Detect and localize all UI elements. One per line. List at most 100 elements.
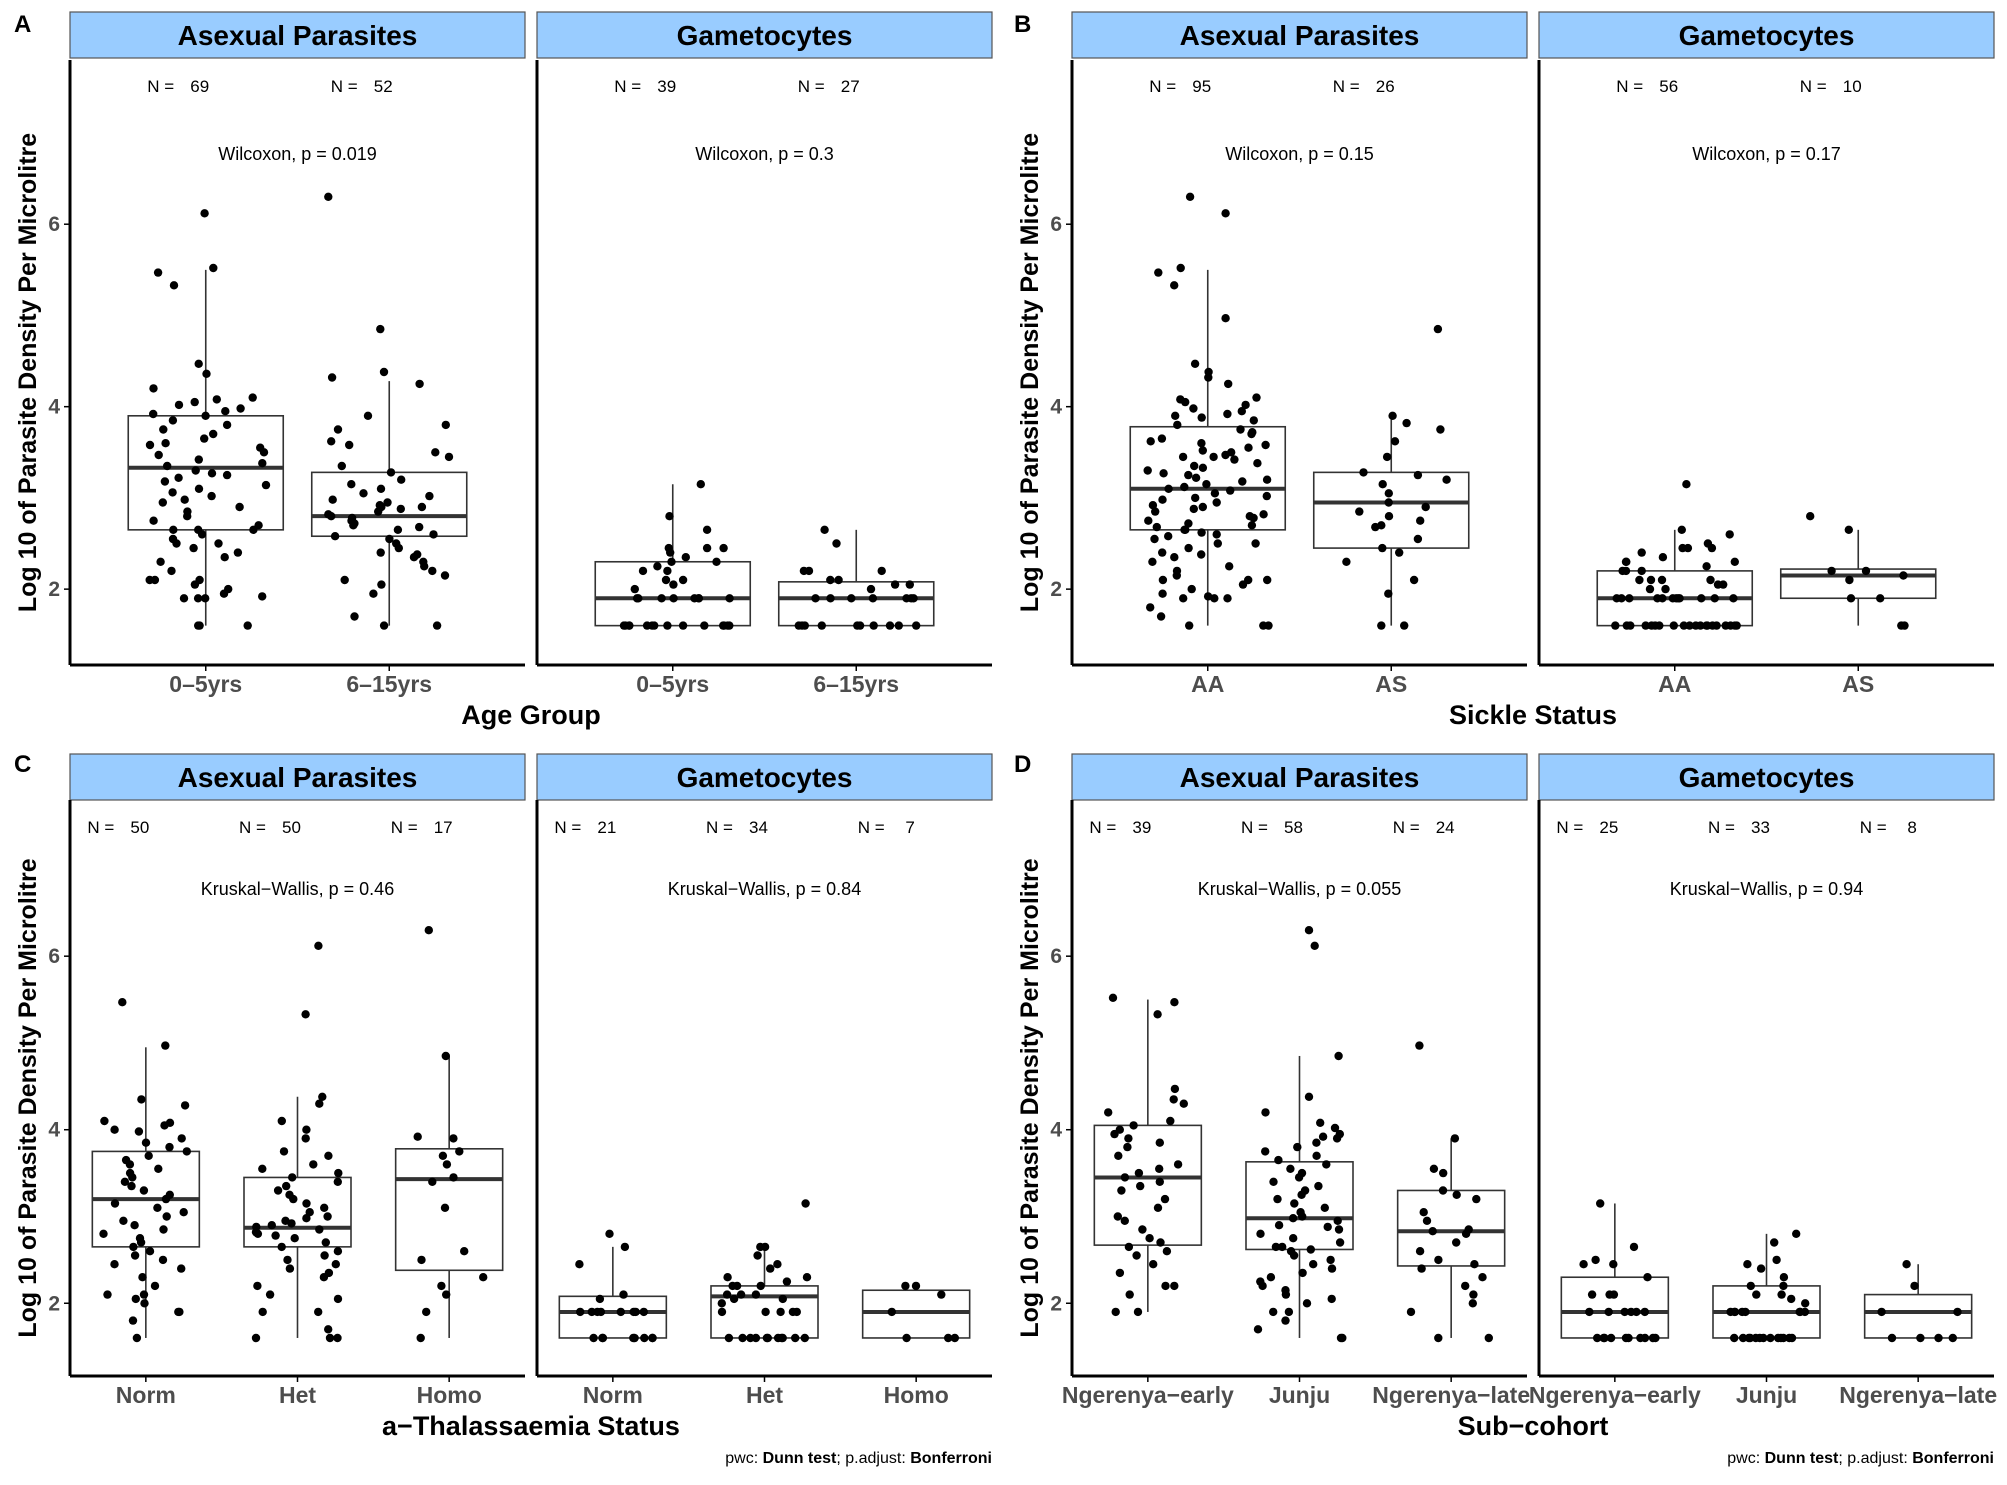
data-point — [575, 1260, 584, 1269]
data-point — [1180, 482, 1189, 492]
n-count: 39 — [1132, 818, 1151, 837]
data-point — [1609, 1290, 1619, 1299]
data-point — [1209, 452, 1218, 462]
data-point — [1181, 397, 1190, 407]
data-point — [1289, 1234, 1298, 1243]
data-point — [383, 498, 392, 507]
data-point — [438, 1151, 448, 1161]
data-point — [1204, 373, 1213, 382]
data-point — [1253, 1325, 1263, 1334]
data-point — [1293, 1142, 1302, 1152]
data-point — [1224, 379, 1233, 389]
group-0: N = 25 Ngerenya−early — [1529, 818, 1701, 1408]
data-point — [712, 557, 721, 566]
data-point — [657, 594, 666, 603]
data-point — [1221, 450, 1230, 460]
data-point — [1304, 926, 1314, 935]
data-point — [174, 473, 183, 482]
data-point — [182, 1147, 191, 1156]
data-point — [820, 525, 829, 534]
data-point — [1620, 1307, 1629, 1317]
x-tick-label: Homo — [417, 1382, 482, 1408]
data-point — [1158, 575, 1168, 585]
data-point — [302, 1199, 311, 1208]
data-point — [1259, 621, 1268, 630]
data-point — [639, 1307, 648, 1317]
data-point — [1402, 418, 1411, 428]
n-prefix: N = — [858, 818, 885, 837]
test-label: Wilcoxon, p = 0.3 — [695, 144, 834, 164]
data-point — [156, 557, 165, 566]
data-point — [1288, 1214, 1298, 1223]
data-point — [1314, 1181, 1323, 1191]
data-point — [449, 1134, 458, 1143]
data-point — [1787, 1333, 1797, 1343]
data-point — [1779, 1273, 1789, 1282]
data-point — [1322, 1160, 1331, 1169]
data-point — [1450, 1134, 1460, 1143]
data-point — [1213, 539, 1223, 548]
data-point — [207, 491, 216, 501]
group-2: N = 17 Homo — [391, 818, 504, 1408]
facet-strip — [1071, 11, 1528, 59]
data-point — [1298, 1212, 1307, 1221]
data-point — [251, 1333, 261, 1343]
x-axis-title: Age Group — [461, 700, 601, 730]
data-point — [103, 1290, 112, 1299]
facet-gametocytes: Gametocytes Wilcoxon, p = 0.17 N = 56 AA N = 1… — [1537, 11, 1995, 697]
data-point — [619, 1290, 628, 1299]
data-point — [1384, 489, 1394, 498]
data-point — [1593, 1333, 1602, 1343]
data-point — [1626, 1307, 1636, 1317]
data-point — [1877, 1307, 1886, 1317]
n-prefix: N = — [1860, 818, 1887, 837]
data-point — [1384, 512, 1394, 521]
data-point — [1212, 498, 1221, 507]
data-point — [1438, 1186, 1448, 1195]
data-point — [169, 281, 179, 290]
data-point — [1787, 1294, 1796, 1304]
data-point — [287, 1219, 296, 1228]
data-point — [442, 1290, 451, 1299]
data-point — [324, 1325, 333, 1334]
data-point — [1887, 1333, 1897, 1343]
data-point — [1263, 575, 1272, 585]
data-point — [1777, 1290, 1786, 1299]
y-tick-label: 4 — [1050, 396, 1062, 419]
data-point — [1845, 575, 1854, 585]
data-point — [1111, 1307, 1120, 1317]
data-point — [1400, 621, 1409, 630]
data-point — [167, 566, 176, 576]
data-point — [1253, 459, 1262, 468]
data-point — [1609, 1260, 1618, 1269]
data-point — [145, 575, 154, 585]
group-0: N = 56 AA — [1596, 77, 1754, 697]
data-point — [1179, 1099, 1189, 1108]
data-point — [149, 384, 158, 393]
data-point — [314, 1307, 323, 1317]
data-point — [1461, 1229, 1471, 1239]
n-prefix: N = — [331, 77, 358, 96]
data-point — [1323, 1222, 1332, 1232]
data-point — [409, 553, 419, 562]
data-point — [138, 1273, 147, 1282]
data-point — [1359, 468, 1368, 477]
data-point — [150, 1281, 160, 1291]
data-point — [792, 1307, 801, 1317]
data-point — [1702, 562, 1711, 571]
data-point — [333, 425, 343, 434]
data-point — [1241, 400, 1250, 410]
test-label: Wilcoxon, p = 0.17 — [1692, 144, 1841, 164]
data-point — [1230, 455, 1239, 464]
data-point — [725, 594, 734, 603]
data-point — [905, 580, 914, 589]
data-point — [587, 1307, 596, 1317]
data-point — [128, 1173, 137, 1182]
group-1: N = 58 Junju — [1241, 818, 1354, 1408]
data-point — [1683, 543, 1693, 553]
data-point — [277, 1116, 286, 1126]
group-1: N = 34 Het — [706, 818, 819, 1408]
data-point — [589, 1333, 598, 1343]
data-point — [1355, 507, 1364, 516]
data-point — [631, 1307, 640, 1317]
